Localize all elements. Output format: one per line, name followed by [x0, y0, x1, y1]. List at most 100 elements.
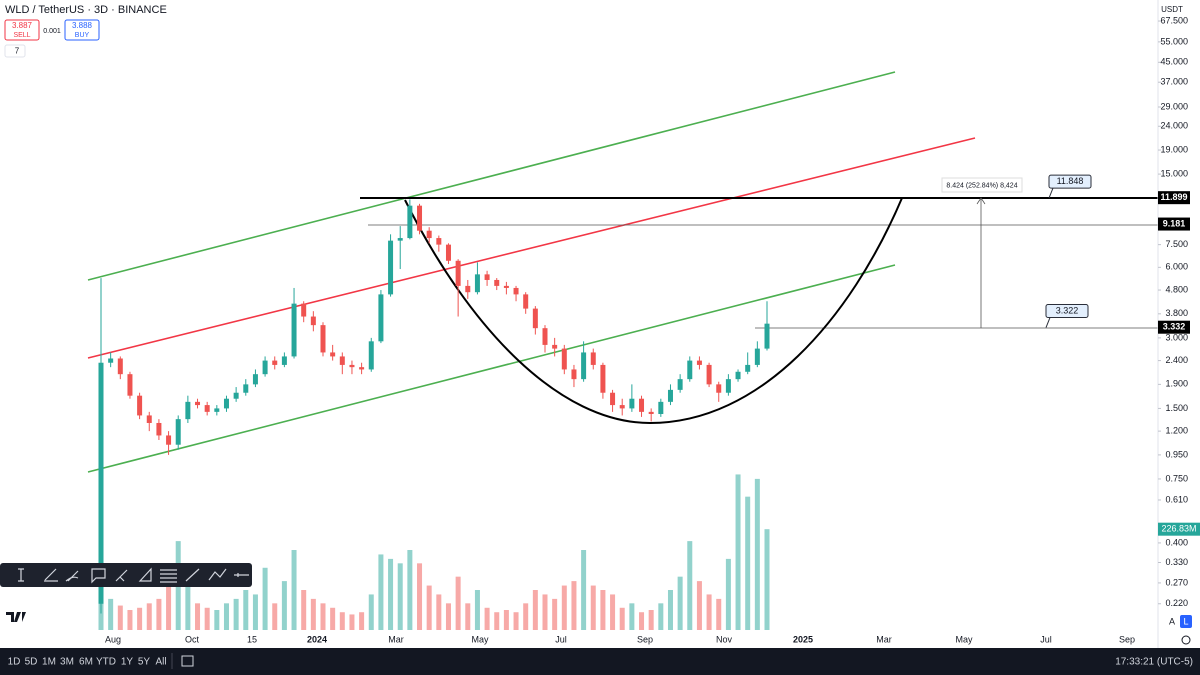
range-button[interactable]: 6M	[79, 657, 93, 668]
buy-price: 3.888	[72, 21, 93, 30]
symbol: WLD / TetherUS · 3D · BINANCE	[5, 4, 167, 16]
range-button[interactable]: 3M	[60, 657, 74, 668]
tool-icon[interactable]	[65, 570, 79, 582]
candle-body	[581, 352, 587, 380]
date-range[interactable]	[181, 655, 194, 667]
candle-body	[156, 422, 162, 436]
sell-button[interactable]	[4, 19, 40, 41]
tool-icon[interactable]	[208, 568, 227, 581]
volume-bar	[291, 550, 297, 630]
tool-icon[interactable]	[44, 568, 58, 582]
candle-body	[735, 371, 741, 380]
candle-body	[696, 360, 702, 365]
volume-bar	[214, 610, 220, 630]
volume-bar	[735, 474, 741, 630]
candle-body	[233, 392, 239, 399]
candle-body	[725, 379, 731, 393]
tool-icon[interactable]	[115, 569, 128, 582]
y-tick-label: 1.200	[1165, 425, 1188, 435]
buy-button[interactable]	[64, 19, 100, 41]
log-scale-button[interactable]	[1180, 615, 1192, 628]
volume-bar	[127, 610, 133, 630]
y-tick-label: 0.270	[1165, 577, 1188, 587]
y-tick-label: 67.500	[1160, 15, 1188, 25]
volume-bar	[465, 603, 471, 630]
y-tick-label: 15.000	[1160, 168, 1188, 178]
candle-body	[262, 360, 268, 375]
currency[interactable]: USDT	[1161, 5, 1183, 14]
candle-body	[610, 392, 616, 406]
candle-body	[146, 415, 152, 423]
volume-bar	[407, 550, 413, 630]
drawings	[87, 71, 1158, 473]
candle-body	[436, 238, 442, 245]
callout-pointer	[1045, 317, 1051, 328]
y-tick-label: 3.800	[1165, 308, 1188, 318]
indicator-toggle[interactable]	[4, 44, 26, 58]
y-tick-label: 1.900	[1165, 379, 1188, 389]
range-button[interactable]: 5D	[25, 657, 38, 668]
candle-body	[764, 323, 770, 349]
y-tick-label: 0.330	[1165, 557, 1188, 567]
volume-bar	[388, 558, 394, 630]
tool-icon[interactable]	[185, 568, 200, 582]
range-button[interactable]: YTD	[96, 657, 116, 668]
volume-bar	[117, 605, 123, 630]
tool-icon[interactable]	[138, 567, 152, 582]
volume-bar	[137, 607, 143, 630]
candle-body	[301, 303, 307, 317]
measure-label: 8.424 (252.84%) 8,424	[946, 182, 1017, 189]
candle-body	[320, 325, 326, 353]
settings[interactable]	[1181, 635, 1191, 645]
callout-label: 3.322	[1056, 305, 1079, 315]
tool-icon[interactable]	[160, 569, 177, 583]
candle-body	[195, 401, 201, 406]
candle-body	[542, 328, 548, 345]
candle-body	[310, 316, 316, 326]
volume-bar	[195, 603, 201, 630]
candle-body	[532, 308, 538, 329]
volume-bar	[494, 612, 500, 630]
tool-icon[interactable]	[91, 568, 106, 584]
candle-body	[137, 395, 143, 416]
auto-scale[interactable]: A	[1169, 616, 1175, 626]
x-tick-label: Mar	[388, 634, 404, 644]
volume-bar	[745, 496, 751, 630]
volume-bar	[166, 576, 172, 630]
candle-body	[552, 344, 558, 349]
range-button[interactable]: 1Y	[121, 657, 134, 668]
volume-bar	[716, 598, 722, 630]
volume-bar	[503, 610, 509, 630]
tool-icon[interactable]	[234, 573, 249, 577]
callout-box	[1048, 174, 1092, 189]
measure-box	[941, 177, 1023, 193]
volume-bar	[426, 585, 432, 630]
candle-body	[600, 364, 606, 393]
y-tick-label: 0.610	[1165, 494, 1188, 504]
volume-bar	[667, 590, 673, 630]
volume-bar	[445, 603, 451, 630]
y-tick-label: 0.750	[1165, 473, 1188, 483]
volume-bar	[561, 585, 567, 630]
volume-bar	[590, 585, 596, 630]
candle-body	[619, 405, 625, 409]
tool-icon[interactable]	[18, 568, 24, 582]
candle-body	[117, 358, 123, 375]
range-button[interactable]: 1D	[8, 657, 21, 668]
candle-body	[291, 303, 297, 357]
candle-body	[648, 411, 654, 414]
x-tick-label: Jul	[555, 634, 567, 644]
callout-box	[1045, 304, 1089, 319]
candle-body	[754, 348, 760, 365]
range-button[interactable]: 1M	[42, 657, 56, 668]
range-button[interactable]: 5Y	[138, 657, 151, 668]
volume-bar	[252, 594, 258, 630]
volume-bar	[552, 598, 558, 630]
volume-bar	[146, 603, 152, 630]
x-tick-label: 2025	[793, 634, 813, 644]
volume-bar	[98, 603, 104, 630]
candle-body	[388, 240, 394, 295]
range-button[interactable]: All	[155, 657, 166, 668]
candle-body	[175, 419, 181, 445]
volume-bar	[629, 603, 635, 630]
